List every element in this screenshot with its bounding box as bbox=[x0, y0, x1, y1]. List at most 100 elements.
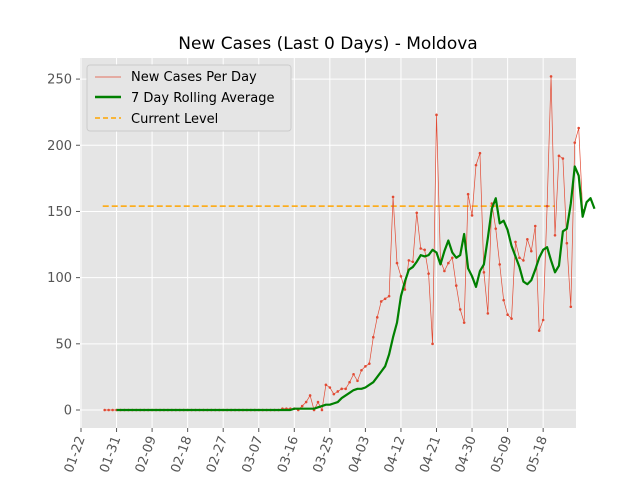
data-point bbox=[391, 195, 395, 199]
y-tick-label: 250 bbox=[47, 73, 72, 88]
data-point bbox=[537, 329, 541, 332]
legend-label-new-cases: New Cases Per Day bbox=[131, 70, 257, 85]
data-point bbox=[462, 321, 466, 324]
data-point bbox=[411, 260, 415, 264]
series-layer bbox=[102, 75, 596, 412]
x-tick-label: 04-03 bbox=[346, 434, 373, 475]
data-point bbox=[454, 284, 458, 287]
chart-title: New Cases (Last 0 Days) - Moldova bbox=[178, 34, 477, 54]
data-point bbox=[565, 241, 569, 245]
data-point bbox=[526, 237, 529, 241]
x-tick-label: 05-09 bbox=[488, 434, 515, 475]
x-tick-label: 04-30 bbox=[453, 434, 480, 475]
data-point bbox=[368, 362, 371, 365]
data-point bbox=[533, 224, 537, 228]
y-tick-label: 50 bbox=[55, 337, 72, 352]
data-point bbox=[447, 261, 450, 265]
data-point bbox=[474, 163, 478, 167]
legend-label-current-level: Current Level bbox=[131, 112, 218, 127]
data-point bbox=[399, 275, 403, 278]
data-point bbox=[494, 227, 498, 230]
x-tick-label: 02-18 bbox=[168, 434, 195, 475]
data-point bbox=[451, 256, 454, 260]
data-point bbox=[387, 294, 391, 298]
x-tick-label: 03-07 bbox=[239, 434, 266, 475]
data-point bbox=[328, 386, 332, 389]
data-point bbox=[435, 113, 438, 117]
x-tick-label: 05-18 bbox=[524, 434, 551, 475]
data-point bbox=[431, 342, 434, 346]
data-point bbox=[336, 390, 340, 393]
data-point bbox=[360, 368, 363, 372]
y-tick-label: 100 bbox=[47, 271, 72, 286]
data-point bbox=[340, 387, 344, 391]
data-point bbox=[372, 335, 375, 339]
x-tick-label: 04-21 bbox=[417, 434, 444, 475]
data-point bbox=[577, 126, 580, 130]
x-tick-label: 02-09 bbox=[133, 434, 160, 475]
data-point bbox=[395, 261, 399, 265]
data-point bbox=[530, 249, 533, 253]
y-axis: 0 50 100 150 200 250 bbox=[47, 73, 80, 419]
data-point bbox=[324, 383, 328, 387]
legend: New Cases Per Day 7 Day Rolling Average … bbox=[86, 64, 292, 132]
data-point bbox=[308, 394, 312, 397]
data-point bbox=[466, 192, 470, 196]
x-tick-label: 02-27 bbox=[204, 434, 231, 475]
data-point bbox=[316, 400, 320, 404]
x-axis: 01-22 01-31 02-09 02-18 02-27 03-07 03-16 03-25… bbox=[62, 428, 551, 475]
data-point bbox=[557, 154, 561, 158]
data-point bbox=[300, 404, 304, 408]
data-point bbox=[510, 317, 513, 320]
data-point bbox=[498, 263, 502, 266]
data-point bbox=[379, 300, 383, 303]
data-point bbox=[107, 408, 110, 412]
x-tick-label: 03-25 bbox=[311, 434, 338, 475]
data-point bbox=[344, 387, 347, 391]
data-point bbox=[506, 313, 509, 316]
legend-label-rolling-average: 7 Day Rolling Average bbox=[131, 91, 274, 106]
data-point bbox=[502, 298, 505, 302]
data-point bbox=[383, 297, 387, 301]
data-point bbox=[320, 408, 324, 412]
data-point bbox=[482, 271, 486, 274]
data-point bbox=[415, 211, 419, 215]
data-point bbox=[348, 380, 351, 384]
data-point bbox=[407, 259, 411, 262]
data-point bbox=[541, 318, 545, 322]
x-tick-label: 01-22 bbox=[62, 434, 89, 475]
data-point bbox=[304, 400, 308, 404]
data-point bbox=[561, 157, 565, 160]
y-tick-label: 0 bbox=[64, 404, 72, 419]
data-point bbox=[423, 248, 426, 252]
data-point bbox=[403, 288, 407, 291]
data-point bbox=[514, 240, 517, 244]
data-point bbox=[352, 372, 355, 376]
data-point bbox=[549, 75, 553, 78]
y-tick-label: 200 bbox=[47, 139, 72, 154]
data-point bbox=[545, 204, 549, 208]
data-point bbox=[419, 247, 423, 250]
data-point bbox=[111, 408, 114, 412]
data-point bbox=[522, 259, 525, 262]
legend-box bbox=[86, 64, 292, 132]
data-point bbox=[103, 408, 106, 412]
data-point bbox=[569, 305, 573, 309]
data-point bbox=[553, 233, 557, 237]
data-point bbox=[470, 214, 474, 217]
data-point bbox=[573, 141, 577, 144]
x-tick-label: 03-16 bbox=[275, 434, 302, 475]
data-point bbox=[443, 269, 446, 273]
data-point bbox=[332, 392, 336, 396]
data-point bbox=[518, 256, 521, 260]
data-point bbox=[356, 379, 359, 383]
series-rolling-average-line bbox=[116, 165, 596, 412]
y-tick-label: 150 bbox=[47, 205, 72, 220]
x-tick-label: 01-31 bbox=[97, 434, 124, 475]
data-point bbox=[364, 365, 367, 368]
x-tick-label: 04-12 bbox=[382, 434, 409, 475]
data-point bbox=[478, 151, 482, 155]
data-point bbox=[375, 316, 379, 319]
data-point bbox=[427, 272, 430, 275]
